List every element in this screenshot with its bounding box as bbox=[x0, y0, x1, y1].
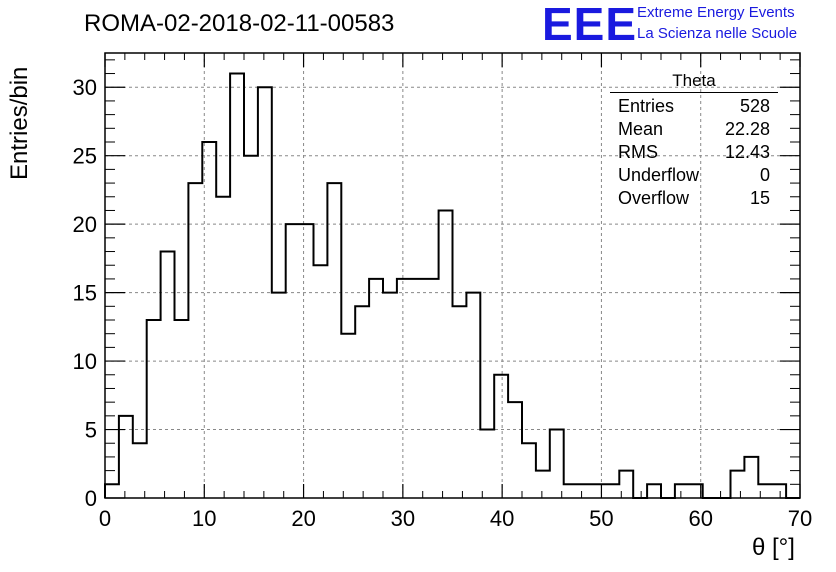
x-tick-label: 30 bbox=[391, 506, 415, 531]
stats-row-underflow: Underflow 0 bbox=[610, 164, 778, 187]
logo-subtitle-line2: La Scienza nelle Scuole bbox=[637, 25, 798, 42]
histogram-bin bbox=[550, 430, 564, 498]
stats-label: RMS bbox=[618, 142, 658, 162]
histogram-bin bbox=[605, 484, 619, 498]
histogram-bin bbox=[244, 156, 258, 498]
stats-value: 15 bbox=[749, 188, 770, 208]
histogram-bin bbox=[383, 293, 397, 498]
y-tick-label: 0 bbox=[85, 486, 97, 511]
stats-title: Theta bbox=[610, 70, 778, 93]
stats-label: Overflow bbox=[618, 188, 690, 208]
histogram-bin bbox=[188, 183, 202, 498]
histogram-bin bbox=[425, 279, 439, 498]
x-tick-label: 70 bbox=[788, 506, 812, 531]
y-tick-label: 20 bbox=[73, 212, 97, 237]
stats-label: Mean bbox=[618, 119, 664, 139]
histogram-bin bbox=[175, 320, 189, 498]
x-tick-label: 0 bbox=[99, 506, 111, 531]
histogram-bin bbox=[439, 210, 453, 498]
histogram-bin bbox=[744, 457, 758, 498]
histogram-bin bbox=[133, 443, 147, 498]
stats-label: Underflow bbox=[618, 165, 700, 185]
histogram-bin bbox=[731, 471, 745, 498]
x-tick-label: 50 bbox=[589, 506, 613, 531]
histogram-bin bbox=[397, 279, 411, 498]
histogram-bin bbox=[314, 265, 328, 498]
histogram-bin bbox=[161, 252, 175, 498]
histogram-bin bbox=[258, 87, 272, 498]
y-tick-label: 30 bbox=[73, 75, 97, 100]
histogram-bin bbox=[216, 197, 230, 498]
histogram-bin bbox=[355, 306, 369, 498]
histogram-bin bbox=[647, 484, 661, 498]
x-tick-label: 20 bbox=[291, 506, 315, 531]
histogram-bin bbox=[522, 443, 536, 498]
histogram-bin bbox=[119, 416, 133, 498]
x-tick-label: 40 bbox=[490, 506, 514, 531]
histogram-bin bbox=[578, 484, 592, 498]
stats-value: 22.28 bbox=[724, 119, 770, 139]
histogram-bin bbox=[453, 306, 467, 498]
histogram-bin bbox=[689, 484, 703, 498]
histogram-bin bbox=[230, 74, 244, 498]
logo-subtitle-line1: Extreme Energy Events bbox=[637, 4, 795, 21]
eee-logo-mark: EEE bbox=[542, 0, 638, 50]
tick-labels: 0 10 20 30 40 50 60 70 0 5 10 15 20 25 30 bbox=[73, 75, 813, 531]
stats-box: Theta Entries 528 Mean 22.28 RMS 12.43 U… bbox=[610, 70, 778, 210]
histogram-bin bbox=[564, 484, 578, 498]
y-axis-label: Entries/bin bbox=[6, 66, 33, 180]
stats-value: 0 bbox=[759, 165, 770, 185]
histogram-bin bbox=[202, 142, 216, 498]
y-tick-label: 15 bbox=[73, 281, 97, 306]
stats-row-overflow: Overflow 15 bbox=[610, 187, 778, 210]
stats-label: Entries bbox=[618, 96, 675, 116]
stats-value: 528 bbox=[739, 96, 770, 116]
x-tick-label: 60 bbox=[688, 506, 712, 531]
y-tick-label: 5 bbox=[85, 418, 97, 443]
histogram-bin bbox=[619, 471, 633, 498]
histogram-bin bbox=[300, 224, 314, 498]
histogram-bin bbox=[772, 484, 786, 498]
histogram-bin bbox=[675, 484, 689, 498]
histogram-bin bbox=[508, 402, 522, 498]
histogram-bin bbox=[536, 471, 550, 498]
histogram-bin bbox=[327, 183, 341, 498]
stats-row-mean: Mean 22.28 bbox=[610, 118, 778, 141]
grid-lines bbox=[105, 53, 800, 498]
histogram-bin bbox=[758, 484, 772, 498]
histogram-bin bbox=[480, 430, 494, 498]
y-tick-label: 25 bbox=[73, 144, 97, 169]
histogram-bin bbox=[147, 320, 161, 498]
histogram-bin bbox=[286, 224, 300, 498]
stats-row-rms: RMS 12.43 bbox=[610, 141, 778, 164]
chart-title: ROMA-02-2018-02-11-00583 bbox=[84, 10, 395, 37]
stats-value: 12.43 bbox=[724, 142, 770, 162]
stats-row-entries: Entries 528 bbox=[610, 95, 778, 118]
axis-ticks bbox=[104, 53, 801, 499]
histogram-bin bbox=[592, 484, 606, 498]
histogram-bin bbox=[272, 293, 286, 498]
histogram-bin bbox=[369, 279, 383, 498]
x-axis-label: θ [°] bbox=[752, 534, 795, 561]
histogram-bin bbox=[494, 375, 508, 498]
histogram-bin bbox=[466, 293, 480, 498]
histogram-bin bbox=[341, 334, 355, 498]
histogram-bin bbox=[411, 279, 425, 498]
x-tick-label: 10 bbox=[192, 506, 216, 531]
plot-frame bbox=[104, 52, 801, 499]
histogram-bin bbox=[105, 484, 119, 498]
y-tick-label: 10 bbox=[73, 349, 97, 374]
